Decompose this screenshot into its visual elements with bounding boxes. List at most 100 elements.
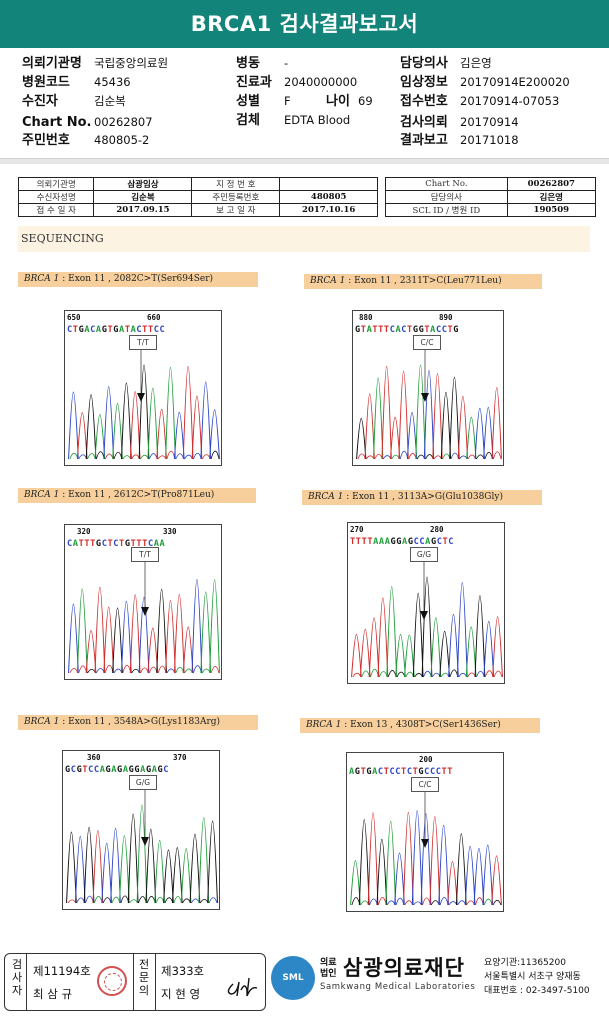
trace-noise xyxy=(148,453,158,460)
trace-noise xyxy=(405,671,415,678)
trace-noise xyxy=(166,668,176,674)
trace-peak xyxy=(156,588,167,674)
trace-peak xyxy=(147,627,159,674)
trace-noise xyxy=(369,898,378,906)
trace-peak xyxy=(145,828,157,904)
panel-label: BRCA 1 : Exon 11 , 2311T>C(Leu771Leu) xyxy=(304,274,542,289)
position-label: 270 xyxy=(350,525,364,534)
meta-cell: 삼광임상 xyxy=(93,177,193,191)
meta-gap xyxy=(378,178,386,191)
base-letter: A xyxy=(430,325,436,335)
base-letter: A xyxy=(373,537,379,547)
org-name: 삼광의료재단 xyxy=(343,956,465,980)
base-letter: G xyxy=(453,325,460,335)
base-letter: G xyxy=(113,325,120,335)
trace-peak xyxy=(447,861,458,906)
trace-peak xyxy=(350,859,361,906)
meta-cell: Chart No. xyxy=(385,177,508,191)
trace-noise xyxy=(391,454,400,460)
meta-cell: 보 고 일 자 xyxy=(191,203,281,217)
trace-peak xyxy=(455,833,467,906)
trace-peak xyxy=(367,812,379,906)
trace-peak xyxy=(389,416,401,460)
trace-peak xyxy=(473,847,485,906)
base-letter: G xyxy=(396,537,403,547)
divider-line xyxy=(26,954,27,1010)
trace-peak xyxy=(191,579,203,674)
trace-noise xyxy=(208,897,218,904)
trace-noise xyxy=(184,668,193,674)
base-letter: A xyxy=(425,537,431,547)
trace-noise xyxy=(399,450,409,460)
divider-line xyxy=(133,954,134,1010)
trace-noise xyxy=(431,672,441,678)
trace-peak xyxy=(94,414,106,460)
trace-noise xyxy=(78,454,88,460)
trace-noise xyxy=(430,900,440,906)
position-label: 880 xyxy=(359,313,373,322)
base-letter: A xyxy=(159,539,166,549)
trace-peak xyxy=(68,391,79,460)
base-letter: A xyxy=(153,539,160,549)
genotype-box: C/C xyxy=(413,335,441,350)
base-letter: C xyxy=(395,767,402,777)
trace-noise xyxy=(175,666,185,674)
genotype-box: T/T xyxy=(131,547,159,562)
trace-peak xyxy=(403,811,414,906)
base-letter: T xyxy=(82,765,89,775)
base-letter: G xyxy=(412,325,419,335)
trace-noise xyxy=(140,667,149,674)
trace-noise xyxy=(382,455,392,460)
base-letter: A xyxy=(122,765,129,775)
base-letter: C xyxy=(90,325,96,335)
base-letter: T xyxy=(372,325,379,335)
mutation-desc: : Exon 11 , 3113A>G(Glu1038Gly) xyxy=(343,492,503,502)
trace-noise xyxy=(120,895,130,904)
base-letter: G xyxy=(418,325,425,335)
pointer-arrow-icon xyxy=(141,607,149,616)
trace-noise xyxy=(104,453,114,460)
trace-noise xyxy=(484,670,494,678)
trace-peak xyxy=(74,835,86,904)
gene-name: BRCA 1 xyxy=(306,720,342,730)
table-row: 수신자성명 김순복 주민등록번호 480805 담당의사 김은영 xyxy=(17,190,597,204)
trace-noise xyxy=(69,452,79,460)
base-letter: C xyxy=(389,767,396,777)
base-letter: C xyxy=(93,765,100,775)
trace-peak xyxy=(429,816,441,906)
base-letter: C xyxy=(67,539,73,549)
trace-peak xyxy=(200,591,212,674)
trace-peak xyxy=(165,600,176,674)
meta-cell: SCL ID / 병원 ID xyxy=(385,203,508,217)
trace-noise xyxy=(182,898,191,904)
age-value: 69 xyxy=(358,94,373,108)
trace-peak xyxy=(439,630,450,678)
trace-noise xyxy=(67,899,77,904)
trace-peak xyxy=(92,830,104,904)
trace-peak xyxy=(364,393,375,460)
trace-noise xyxy=(93,896,103,904)
trace-noise xyxy=(166,450,176,460)
trace-peak xyxy=(411,810,423,906)
trace-peak xyxy=(381,365,392,460)
org-english-name: Samkwang Medical Laboratories xyxy=(320,982,476,992)
position-label: 360 xyxy=(87,753,101,762)
examinee-value: 김순복 xyxy=(94,94,126,108)
trace-peak xyxy=(85,394,97,460)
mutation-desc: : Exon 13 , 4308T>C(Ser1436Ser) xyxy=(341,720,501,730)
base-letter: G xyxy=(390,537,397,547)
trace-peak xyxy=(112,402,123,460)
sex-value: F xyxy=(284,94,291,108)
trace-noise xyxy=(111,896,121,904)
trace-noise xyxy=(475,897,484,906)
trace-noise xyxy=(450,452,460,460)
trace-peak xyxy=(474,595,486,678)
trace-peak xyxy=(373,377,384,460)
base-sequence: AGTGACTCCTCTGCCCTT xyxy=(349,767,453,777)
trace-noise xyxy=(422,897,431,906)
trace-peak xyxy=(356,418,367,460)
sequencing-title: SEQUENCING xyxy=(21,232,104,245)
trace-peak xyxy=(76,588,88,674)
base-letter: T xyxy=(142,539,148,549)
trace-noise xyxy=(404,900,414,906)
